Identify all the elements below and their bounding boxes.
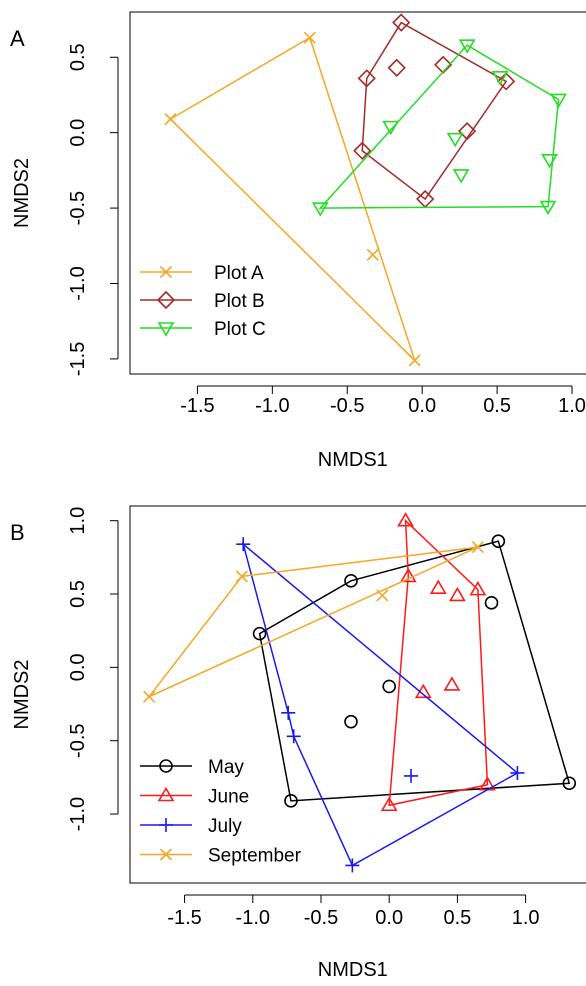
- series-plot-b: [354, 15, 514, 207]
- data-point: [367, 249, 378, 260]
- legend-item: Plot B: [140, 291, 265, 312]
- data-point: [345, 716, 357, 728]
- x-tick-label: -1.0: [255, 395, 289, 417]
- data-point: [445, 678, 459, 690]
- data-point: [377, 590, 388, 601]
- x-axis: -1.5 -1.0 -0.5 0.0 0.5 1.0: [180, 386, 586, 417]
- legend-label: July: [208, 816, 242, 837]
- x-tick-label: 0.0: [375, 907, 403, 929]
- data-point: [409, 355, 420, 366]
- data-point: [313, 203, 327, 215]
- y-axis-title: NMDS2: [11, 659, 33, 729]
- legend-item: Plot A: [140, 263, 264, 284]
- y-axis: -1.0 -0.5 0.0 0.5 1.0: [67, 507, 118, 832]
- data-point: [383, 680, 395, 692]
- series-september: [144, 542, 484, 703]
- data-point: [454, 170, 468, 182]
- legend-item: July: [140, 816, 242, 837]
- y-tick-label: 0.5: [67, 580, 89, 608]
- x-tick-label: 1.0: [558, 395, 586, 417]
- y-tick-label: -1.5: [67, 342, 89, 376]
- legend-item: May: [140, 757, 244, 778]
- data-point: [389, 60, 405, 76]
- plot-frame: [130, 12, 586, 374]
- hull-line: [149, 547, 478, 697]
- data-point: [431, 581, 445, 593]
- legend-marker: [159, 789, 173, 801]
- data-point: [287, 729, 301, 743]
- panel-letter: A: [10, 26, 25, 51]
- x-tick-label: -1.0: [236, 907, 270, 929]
- y-axis-title: NMDS2: [11, 158, 33, 228]
- x-axis: -1.5 -1.0 -0.5 0.0 0.5 1.0: [167, 895, 539, 929]
- legend: May June July September: [140, 757, 302, 867]
- data-point: [404, 769, 418, 783]
- data-point: [543, 155, 557, 167]
- legend-marker: [159, 323, 173, 335]
- x-tick-label: 1.0: [512, 907, 540, 929]
- x-tick-label: 0.5: [443, 907, 471, 929]
- x-tick-label: -1.5: [167, 907, 201, 929]
- data-point: [144, 691, 155, 702]
- legend-item: September: [140, 846, 302, 867]
- data-point: [486, 597, 498, 609]
- legend-label: Plot A: [214, 263, 264, 284]
- data-point: [450, 588, 464, 600]
- panel-b: B -1.5 -1.0 -0.5 0.0 0.5 1.0 NMDS1 -1.0 -0.5 0.0 0.…: [10, 506, 586, 981]
- x-axis-title: NMDS1: [318, 449, 388, 471]
- series-plot-c: [313, 40, 565, 215]
- legend-label: September: [208, 846, 302, 867]
- legend: Plot A Plot B Plot C: [140, 263, 266, 340]
- y-axis: -1.5 -1.0 -0.5 0.0 0.5: [67, 43, 118, 376]
- hull-line: [389, 521, 487, 806]
- legend-item: June: [140, 787, 249, 808]
- x-tick-label: -0.5: [304, 907, 338, 929]
- y-tick-label: -1.0: [67, 797, 89, 831]
- hull-line: [362, 23, 506, 199]
- legend-label: June: [208, 787, 249, 808]
- legend-label: Plot C: [214, 319, 266, 340]
- x-tick-label: 0.5: [483, 395, 511, 417]
- y-tick-label: -1.0: [67, 266, 89, 300]
- y-tick-label: 0.0: [67, 119, 89, 147]
- panel-a: A -1.5 -1.0 -0.5 0.0 0.5 1.0 NMDS1 -1.5 -1.0 -0.5 0…: [10, 12, 586, 471]
- y-tick-label: -0.5: [67, 723, 89, 757]
- panel-letter: B: [10, 520, 25, 545]
- legend-label: Plot B: [214, 291, 265, 312]
- series-june: [382, 514, 494, 811]
- y-tick-label: 0.0: [67, 653, 89, 681]
- legend-item: Plot C: [140, 319, 266, 340]
- data-point: [345, 858, 359, 872]
- x-axis-title: NMDS1: [318, 959, 388, 981]
- x-tick-label: -0.5: [330, 395, 364, 417]
- hull-line: [170, 38, 414, 361]
- x-tick-label: 0.0: [408, 395, 436, 417]
- series-plot-a: [165, 32, 420, 366]
- data-point: [448, 134, 462, 146]
- legend-label: May: [208, 757, 244, 778]
- data-point: [304, 32, 315, 43]
- y-tick-label: 0.5: [67, 43, 89, 71]
- data-point: [281, 706, 295, 720]
- legend-marker: [159, 818, 173, 832]
- x-tick-label: -1.5: [180, 395, 214, 417]
- y-tick-label: -0.5: [67, 191, 89, 225]
- data-point: [165, 114, 176, 125]
- y-tick-label: 1.0: [67, 507, 89, 535]
